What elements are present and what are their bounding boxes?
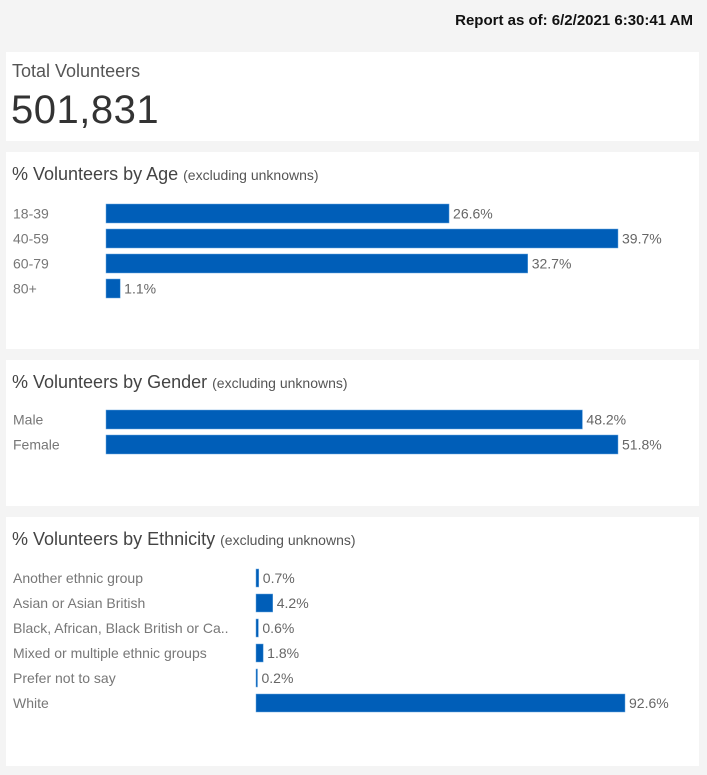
total-volunteers-label: Total Volunteers	[12, 61, 141, 81]
age-category-label: 18-39	[13, 206, 49, 222]
gender-chart-title-text: % Volunteers by Gender	[12, 372, 208, 392]
total-volunteers-panel: Total Volunteers 501,831	[6, 52, 699, 141]
gender-bar[interactable]	[105, 434, 619, 455]
age-bar-chart: 18-39 26.6% 40-59 39.7% 60-79 32.7% 80+ 1.1%	[13, 203, 662, 299]
ethnicity-chart-panel: % Volunteers by Ethnicity (excluding unk…	[6, 517, 699, 766]
ethnicity-value-label: 92.6%	[629, 695, 669, 711]
ethnicity-category-label: Prefer not to say	[13, 670, 116, 686]
gender-value-label: 51.8%	[622, 437, 662, 453]
ethnicity-value-label: 0.6%	[262, 620, 294, 636]
ethnicity-bar[interactable]	[255, 643, 264, 663]
ethnicity-chart-subtitle: (excluding unknowns)	[220, 532, 356, 548]
age-bar[interactable]	[105, 253, 528, 274]
ethnicity-category-label: Mixed or multiple ethnic groups	[13, 645, 207, 661]
gender-chart-title: % Volunteers by Gender (excluding unknow…	[12, 372, 348, 393]
age-value-label: 32.7%	[532, 256, 572, 272]
ethnicity-bar[interactable]	[255, 593, 273, 613]
age-chart-subtitle: (excluding unknowns)	[183, 167, 319, 183]
age-chart-title: % Volunteers by Age (excluding unknowns)	[12, 164, 319, 185]
age-bar[interactable]	[105, 203, 450, 224]
ethnicity-value-label: 4.2%	[277, 595, 309, 611]
ethnicity-bar[interactable]	[255, 668, 258, 688]
age-category-label: 40-59	[13, 231, 49, 247]
age-category-label: 60-79	[13, 256, 49, 272]
gender-chart-subtitle: (excluding unknowns)	[212, 375, 348, 391]
ethnicity-value-label: 0.2%	[262, 670, 294, 686]
gender-category-label: Male	[13, 412, 44, 428]
ethnicity-bar[interactable]	[255, 568, 260, 588]
gender-category-label: Female	[13, 437, 60, 453]
ethnicity-bar[interactable]	[255, 693, 626, 713]
ethnicity-value-label: 0.7%	[263, 570, 295, 586]
age-category-label: 80+	[13, 281, 37, 297]
total-volunteers-value: 501,831	[11, 88, 160, 132]
age-value-label: 1.1%	[124, 281, 156, 297]
age-bar[interactable]	[105, 228, 619, 249]
ethnicity-category-label: Black, African, Black British or Ca..	[13, 620, 229, 636]
age-value-label: 39.7%	[622, 231, 662, 247]
ethnicity-category-label: Asian or Asian British	[13, 595, 145, 611]
age-value-label: 26.6%	[453, 206, 493, 222]
ethnicity-value-label: 1.8%	[267, 645, 299, 661]
ethnicity-bar-chart: Another ethnic group 0.7% Asian or Asian B…	[13, 568, 669, 713]
ethnicity-bar[interactable]	[255, 618, 259, 638]
age-chart-panel: % Volunteers by Age (excluding unknowns)…	[6, 152, 699, 349]
gender-chart-panel: % Volunteers by Gender (excluding unknow…	[6, 360, 699, 506]
gender-bar[interactable]	[105, 409, 583, 430]
ethnicity-chart-title-text: % Volunteers by Ethnicity	[12, 529, 216, 549]
gender-bar-chart: Male 48.2% Female 51.8%	[13, 409, 662, 455]
ethnicity-category-label: White	[13, 695, 49, 711]
ethnicity-chart-title: % Volunteers by Ethnicity (excluding unk…	[12, 529, 356, 550]
age-chart-title-text: % Volunteers by Age	[12, 164, 179, 184]
report-date: Report as of: 6/2/2021 6:30:41 AM	[455, 12, 693, 29]
ethnicity-category-label: Another ethnic group	[13, 570, 143, 586]
age-bar[interactable]	[105, 278, 121, 299]
gender-value-label: 48.2%	[586, 412, 626, 428]
